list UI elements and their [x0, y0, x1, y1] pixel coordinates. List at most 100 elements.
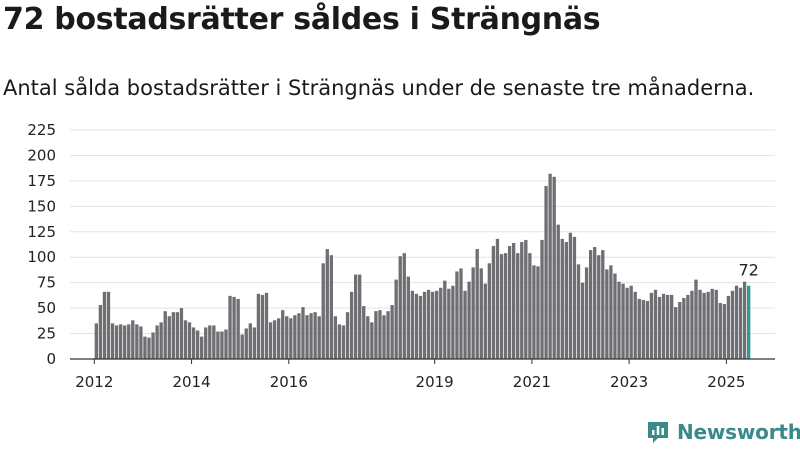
bar	[118, 324, 123, 359]
bar	[402, 253, 406, 359]
bar	[463, 290, 467, 359]
x-tick-label: 2025	[707, 373, 745, 391]
bar	[694, 279, 698, 359]
bar	[734, 285, 739, 359]
bar	[123, 325, 127, 359]
bar	[706, 291, 710, 359]
bar-highlight	[747, 285, 751, 359]
bar	[641, 299, 645, 359]
bar	[738, 287, 743, 359]
bar	[353, 274, 358, 359]
bar	[564, 241, 568, 359]
bar	[471, 267, 475, 359]
bar	[665, 294, 670, 359]
bar	[256, 293, 261, 359]
y-tick-label: 150	[27, 197, 56, 215]
bar	[459, 268, 463, 359]
y-tick-label: 25	[37, 325, 56, 343]
bar	[430, 291, 435, 359]
bar	[317, 316, 321, 359]
bar	[609, 265, 613, 359]
bar	[621, 283, 625, 359]
annotations: 72	[738, 261, 758, 280]
bar	[512, 242, 516, 359]
bar	[171, 312, 175, 359]
bar	[597, 255, 601, 359]
bar	[532, 265, 536, 359]
bar	[686, 294, 690, 359]
bar	[228, 295, 232, 359]
bar	[682, 297, 686, 359]
bar	[236, 298, 240, 359]
bar	[321, 263, 325, 359]
bar	[264, 292, 269, 359]
bar	[588, 250, 593, 359]
bar	[208, 325, 212, 359]
bar	[742, 281, 747, 359]
bar	[605, 269, 609, 359]
x-axis	[70, 358, 775, 364]
bar	[232, 296, 236, 359]
bar	[536, 266, 540, 359]
y-tick-label: 125	[27, 223, 56, 241]
bar	[289, 318, 293, 359]
bar	[135, 324, 139, 359]
bar	[593, 247, 597, 359]
bar	[272, 320, 277, 359]
bar	[483, 283, 487, 359]
x-tick-label: 2012	[75, 373, 113, 391]
bar	[467, 281, 471, 359]
bar	[374, 311, 378, 359]
y-tick-label: 75	[37, 274, 56, 292]
y-tick-label: 225	[27, 121, 56, 139]
gridlines	[70, 129, 775, 335]
bar	[572, 236, 577, 359]
bar	[601, 250, 605, 359]
bar	[163, 311, 167, 359]
bar	[110, 323, 115, 359]
bar	[175, 312, 180, 359]
bar	[139, 326, 143, 359]
bar	[358, 274, 362, 359]
bar	[179, 308, 184, 359]
x-tick-label: 2021	[513, 373, 551, 391]
bar	[224, 329, 228, 359]
bar	[556, 224, 560, 359]
bar	[629, 285, 633, 359]
bar	[187, 322, 192, 359]
bar	[613, 273, 617, 359]
bar	[495, 238, 500, 359]
bar	[568, 232, 573, 359]
bar	[341, 325, 346, 359]
bar	[390, 305, 394, 359]
x-tick-label: 2014	[172, 373, 210, 391]
bar	[633, 291, 637, 359]
bar	[516, 253, 520, 359]
bar	[617, 281, 621, 359]
bar	[151, 332, 155, 359]
bar	[560, 238, 564, 359]
chart-subtitle: Antal sålda bostadsrätter i Strängnäs un…	[3, 76, 755, 100]
bar	[114, 325, 119, 359]
bar	[524, 239, 528, 359]
bar	[216, 331, 220, 359]
bar	[297, 313, 301, 359]
bar	[98, 305, 103, 359]
bar	[131, 320, 135, 359]
bar	[277, 318, 281, 359]
bar	[398, 256, 402, 359]
bar	[674, 307, 678, 359]
bar	[540, 239, 544, 359]
bars	[94, 173, 751, 359]
bar	[637, 298, 641, 359]
bar	[248, 323, 252, 359]
bar	[544, 185, 548, 359]
bar	[220, 331, 224, 359]
bar	[443, 280, 447, 359]
bar	[422, 291, 427, 359]
bar	[730, 290, 735, 359]
bar	[410, 290, 415, 359]
bar	[455, 271, 459, 359]
y-tick-label: 0	[46, 350, 56, 368]
bar	[528, 253, 532, 359]
